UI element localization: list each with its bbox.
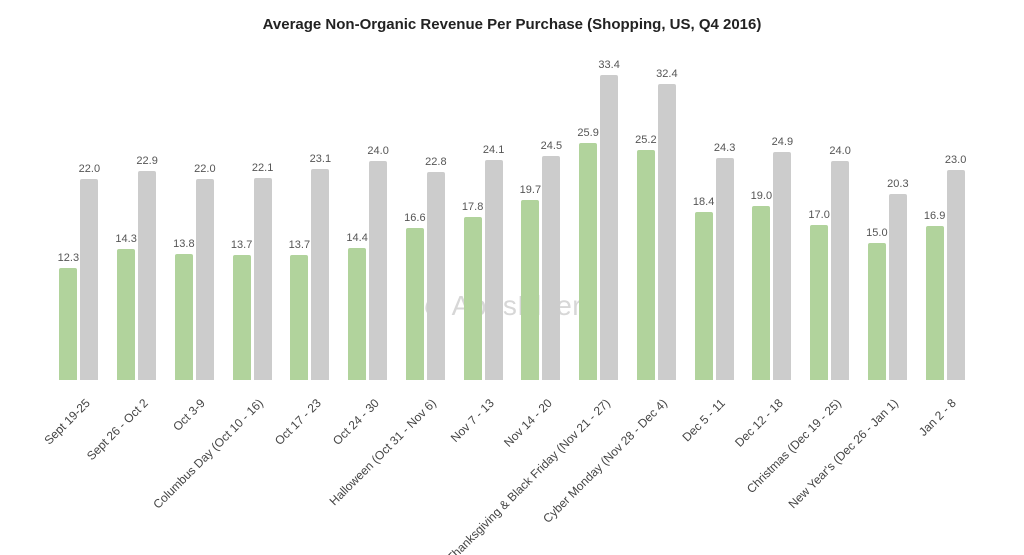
x-axis-label: Oct 17 - 23 <box>272 396 324 448</box>
value-label: 24.1 <box>474 144 514 156</box>
value-label: 23.0 <box>936 154 976 166</box>
x-axis-label: Nov 7 - 13 <box>448 396 497 445</box>
value-label: 24.9 <box>762 136 802 148</box>
chart-title: Average Non-Organic Revenue Per Purchase… <box>0 16 1024 33</box>
bar-series-a <box>926 226 944 381</box>
bar-series-a <box>868 243 886 380</box>
bar-series-b <box>716 158 734 380</box>
bar-series-b <box>831 161 849 380</box>
value-label: 32.4 <box>647 68 687 80</box>
value-label: 33.4 <box>589 59 629 71</box>
bar-series-b <box>485 160 503 380</box>
bar-series-a <box>637 150 655 380</box>
x-axis-label: Halloween (Oct 31 - Nov 6) <box>327 396 439 508</box>
value-label: 22.8 <box>416 156 456 168</box>
bar-series-a <box>406 228 424 380</box>
bar-series-b <box>889 194 907 380</box>
value-label: 24.0 <box>820 145 860 157</box>
x-axis-labels: Sept 19-25Sept 26 - Oct 2Oct 3-9Columbus… <box>50 388 974 548</box>
value-label: 22.0 <box>69 163 109 175</box>
value-label: 22.0 <box>185 163 225 175</box>
bar-series-b <box>947 170 965 380</box>
value-label: 24.5 <box>531 140 571 152</box>
value-label: 20.3 <box>878 178 918 190</box>
x-axis-label: Dec 5 - 11 <box>680 396 728 444</box>
bar-series-b <box>80 179 98 380</box>
x-axis-label: Sept 19-25 <box>41 396 92 447</box>
bar-series-b <box>427 172 445 380</box>
bar-series-b <box>369 161 387 380</box>
bar-series-a <box>175 254 193 380</box>
bar-series-a <box>695 212 713 380</box>
bar-series-b <box>658 84 676 380</box>
value-label: 22.1 <box>243 162 283 174</box>
bar-series-a <box>348 248 366 380</box>
x-axis-label: Cyber Monday (Nov 28 - Dec 4) <box>541 396 671 526</box>
x-axis-label: Nov 14 - 20 <box>501 396 555 450</box>
bar-series-b <box>138 171 156 380</box>
bar-series-a <box>117 249 135 380</box>
x-axis-label: Sept 26 - Oct 2 <box>84 396 151 463</box>
bar-series-b <box>254 178 272 380</box>
bar-series-a <box>579 143 597 380</box>
bar-series-b <box>196 179 214 380</box>
bar-series-b <box>311 169 329 380</box>
x-axis-label: Christmas (Dec 19 - 25) <box>744 396 844 496</box>
x-axis-label: Dec 12 - 18 <box>732 396 786 450</box>
bar-series-b <box>542 156 560 380</box>
plot-area: AppsFlyer 12.322.014.322.913.822.013.722… <box>50 60 974 380</box>
value-label: 24.3 <box>705 142 745 154</box>
chart-container: Average Non-Organic Revenue Per Purchase… <box>0 0 1024 555</box>
bar-series-a <box>464 217 482 380</box>
x-axis-label: Columbus Day (Oct 10 - 16) <box>150 396 266 512</box>
bar-series-a <box>521 200 539 380</box>
x-axis-label: Oct 24 - 30 <box>330 396 382 448</box>
bar-series-a <box>59 268 77 380</box>
value-label: 23.1 <box>300 153 340 165</box>
bar-series-b <box>773 152 791 380</box>
bar-series-a <box>290 255 308 380</box>
bar-series-a <box>810 225 828 380</box>
value-label: 24.0 <box>358 145 398 157</box>
bar-series-b <box>600 75 618 380</box>
value-label: 22.9 <box>127 155 167 167</box>
x-axis-label: Oct 3-9 <box>171 396 209 434</box>
x-axis-label: Jan 2 - 8 <box>916 396 959 439</box>
x-axis-label: New Year's (Dec 26 - Jan 1) <box>786 396 901 511</box>
bar-series-a <box>233 255 251 380</box>
bar-series-a <box>752 206 770 380</box>
